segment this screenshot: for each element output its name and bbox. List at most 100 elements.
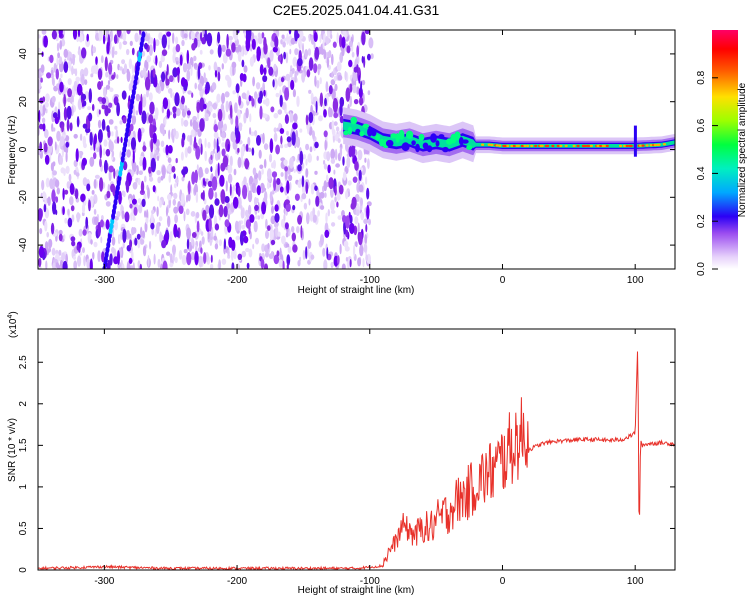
heatmap-noise-dot [54,64,58,70]
heatmap-noise-dot [249,127,252,135]
heatmap-noise-dot [365,176,368,185]
heatmap-noise-dot [75,76,81,83]
heatmap-noise-dot [190,129,195,137]
heatmap-noise-dot [198,166,203,178]
heatmap-peak-dot [526,144,530,148]
heatmap-noise-blob [313,63,318,74]
snr-x-ticks: -300 -200 -100 0 100 [94,329,644,587]
heatmap-noise-dot [98,30,103,41]
heatmap-noise-blob [64,189,69,195]
heatmap-noise-dot [314,170,318,175]
heatmap-noise-blob [82,100,87,107]
heatmap-noise-dot [44,241,49,251]
heatmap-noise-dot [97,119,102,129]
heatmap-noise-dot [57,52,60,59]
heatmap-noise-blob [103,159,108,174]
heatmap-noise-dot [156,222,160,235]
heatmap-noise-blob [58,30,63,38]
heatmap-noise-dot [325,81,329,93]
heatmap-noise-dot [290,65,293,70]
heatmap-noise-dot [170,184,173,195]
heatmap-noise-blob [217,162,220,176]
heatmap-noise-dot [242,207,245,219]
heatmap-noise-dot [280,39,283,45]
heatmap-noise-dot [67,78,72,86]
heatmap-noise-blob [314,46,320,60]
heatmap-blob [371,128,377,137]
heatmap-noise-dot [285,243,290,248]
heatmap-noise-dot [64,217,68,224]
heatmap-noise-blob [224,219,230,228]
heatmap-noise-blob [62,188,65,201]
heatmap-noise-dot [310,183,315,191]
heatmap-noise-dot [189,119,193,127]
heatmap-noise-dot [39,104,43,115]
heatmap-noise-dot [190,64,193,77]
heatmap-noise-blob [55,209,58,216]
heatmap-noise-blob [178,205,184,214]
heatmap-noise-dot [47,196,51,206]
heatmap-noise-dot [187,192,191,202]
heatmap-noise-dot [141,230,146,239]
heatmap-noise-dot [280,144,284,149]
heatmap-noise-dot [146,55,152,63]
heatmap-noise-blob [223,205,228,218]
heatmap-noise-blob [327,164,331,174]
heatmap-noise-dot [285,232,289,238]
heatmap-noise-blob [301,175,305,188]
heatmap-peak-dot [629,144,633,148]
heatmap-blob [367,127,373,137]
heatmap-noise-blob [101,97,107,105]
heatmap-noise-dot [286,130,289,136]
heatmap-noise-dot [328,50,332,58]
heatmap-noise-dot [78,228,83,237]
heatmap-peak-dot [653,143,657,147]
heatmap-noise-blob [130,137,137,151]
heatmap-noise-dot [257,215,261,220]
heatmap-noise-dot [195,191,199,204]
heatmap-peak-dot [564,144,568,148]
heatmap-noise-dot [364,234,368,245]
heatmap-noise-blob [270,106,275,113]
heatmap-blob [350,116,358,125]
heatmap-noise-blob [191,171,196,185]
heatmap-noise-dot [207,229,210,240]
heatmap-noise-blob [324,229,330,238]
heatmap-noise-dot [59,40,63,50]
heatmap-noise-dot [84,79,88,85]
heatmap-noise-blob [133,206,138,216]
heatmap-noise-blob [259,105,263,120]
heatmap-peak-dot [645,144,649,147]
heatmap-peak-dot [523,144,527,148]
heatmap-noise-dot [134,32,139,43]
heatmap-noise-dot [245,209,249,218]
heatmap-noise-blob [105,219,110,230]
snr-series-line [38,351,675,570]
heatmap-noise-dot [129,40,133,47]
heatmap-noise-dot [69,196,74,206]
heatmap-noise-dot [337,215,342,221]
heatmap-noise-dot [312,130,315,140]
heatmap-noise-dot [221,142,226,148]
heatmap-noise-dot [122,191,126,198]
heatmap-noise-dot [273,30,276,34]
heatmap-noise-dot [63,234,66,240]
heatmap-noise-dot [52,77,55,87]
heatmap-noise-blob [341,36,346,49]
heatmap-noise-dot [119,150,122,159]
heatmap-noise-dot [320,205,325,210]
heatmap-noise-dot [275,226,279,238]
heatmap-noise-dot [138,204,143,214]
heatmap-noise-dot [234,46,239,53]
heatmap-noise-blob [80,193,86,202]
spectrogram-y-label: Frequency (Hz) [7,116,18,185]
heatmap-noise-dot [168,174,172,183]
heatmap-peak-dot [625,144,629,148]
heatmap-noise-dot [67,97,71,103]
heatmap-noise-blob [297,164,302,172]
heatmap-noise-blob [88,199,91,212]
heatmap-noise-blob [71,240,76,247]
heatmap-noise-dot [328,106,332,118]
heatmap-noise-blob [360,80,363,93]
heatmap-noise-dot [70,95,74,102]
